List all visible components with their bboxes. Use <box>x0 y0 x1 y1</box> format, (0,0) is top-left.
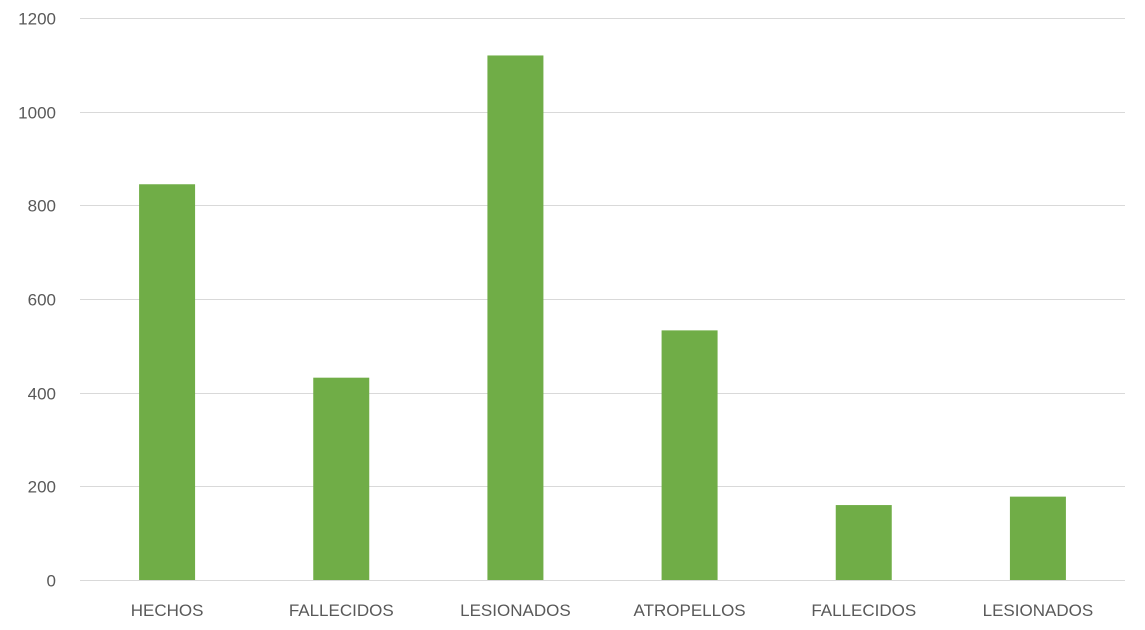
bars <box>139 55 1066 580</box>
bar <box>1009 496 1066 580</box>
x-tick-label: FALLECIDOS <box>811 601 916 620</box>
bar <box>487 55 544 580</box>
y-tick-label: 1200 <box>18 10 56 29</box>
bar <box>835 505 892 580</box>
x-tick-label: LESIONADOS <box>983 601 1094 620</box>
y-tick-label: 400 <box>28 385 56 404</box>
bar <box>139 184 196 580</box>
gridlines <box>80 18 1125 581</box>
y-tick-label: 200 <box>28 478 56 497</box>
bar <box>661 330 718 580</box>
y-tick-label: 0 <box>47 572 56 591</box>
bar <box>313 377 370 580</box>
y-axis-tick-labels: 0 200 400 600 800 1000 1200 <box>18 10 56 591</box>
y-tick-label: 600 <box>28 291 56 310</box>
y-tick-label: 1000 <box>18 104 56 123</box>
x-tick-label: HECHOS <box>131 601 204 620</box>
x-tick-label: FALLECIDOS <box>289 601 394 620</box>
y-tick-label: 800 <box>28 197 56 216</box>
x-tick-label: LESIONADOS <box>460 601 571 620</box>
x-tick-label: ATROPELLOS <box>634 601 746 620</box>
x-axis-tick-labels: HECHOS FALLECIDOS LESIONADOS ATROPELLOS FALL… <box>131 601 1093 620</box>
